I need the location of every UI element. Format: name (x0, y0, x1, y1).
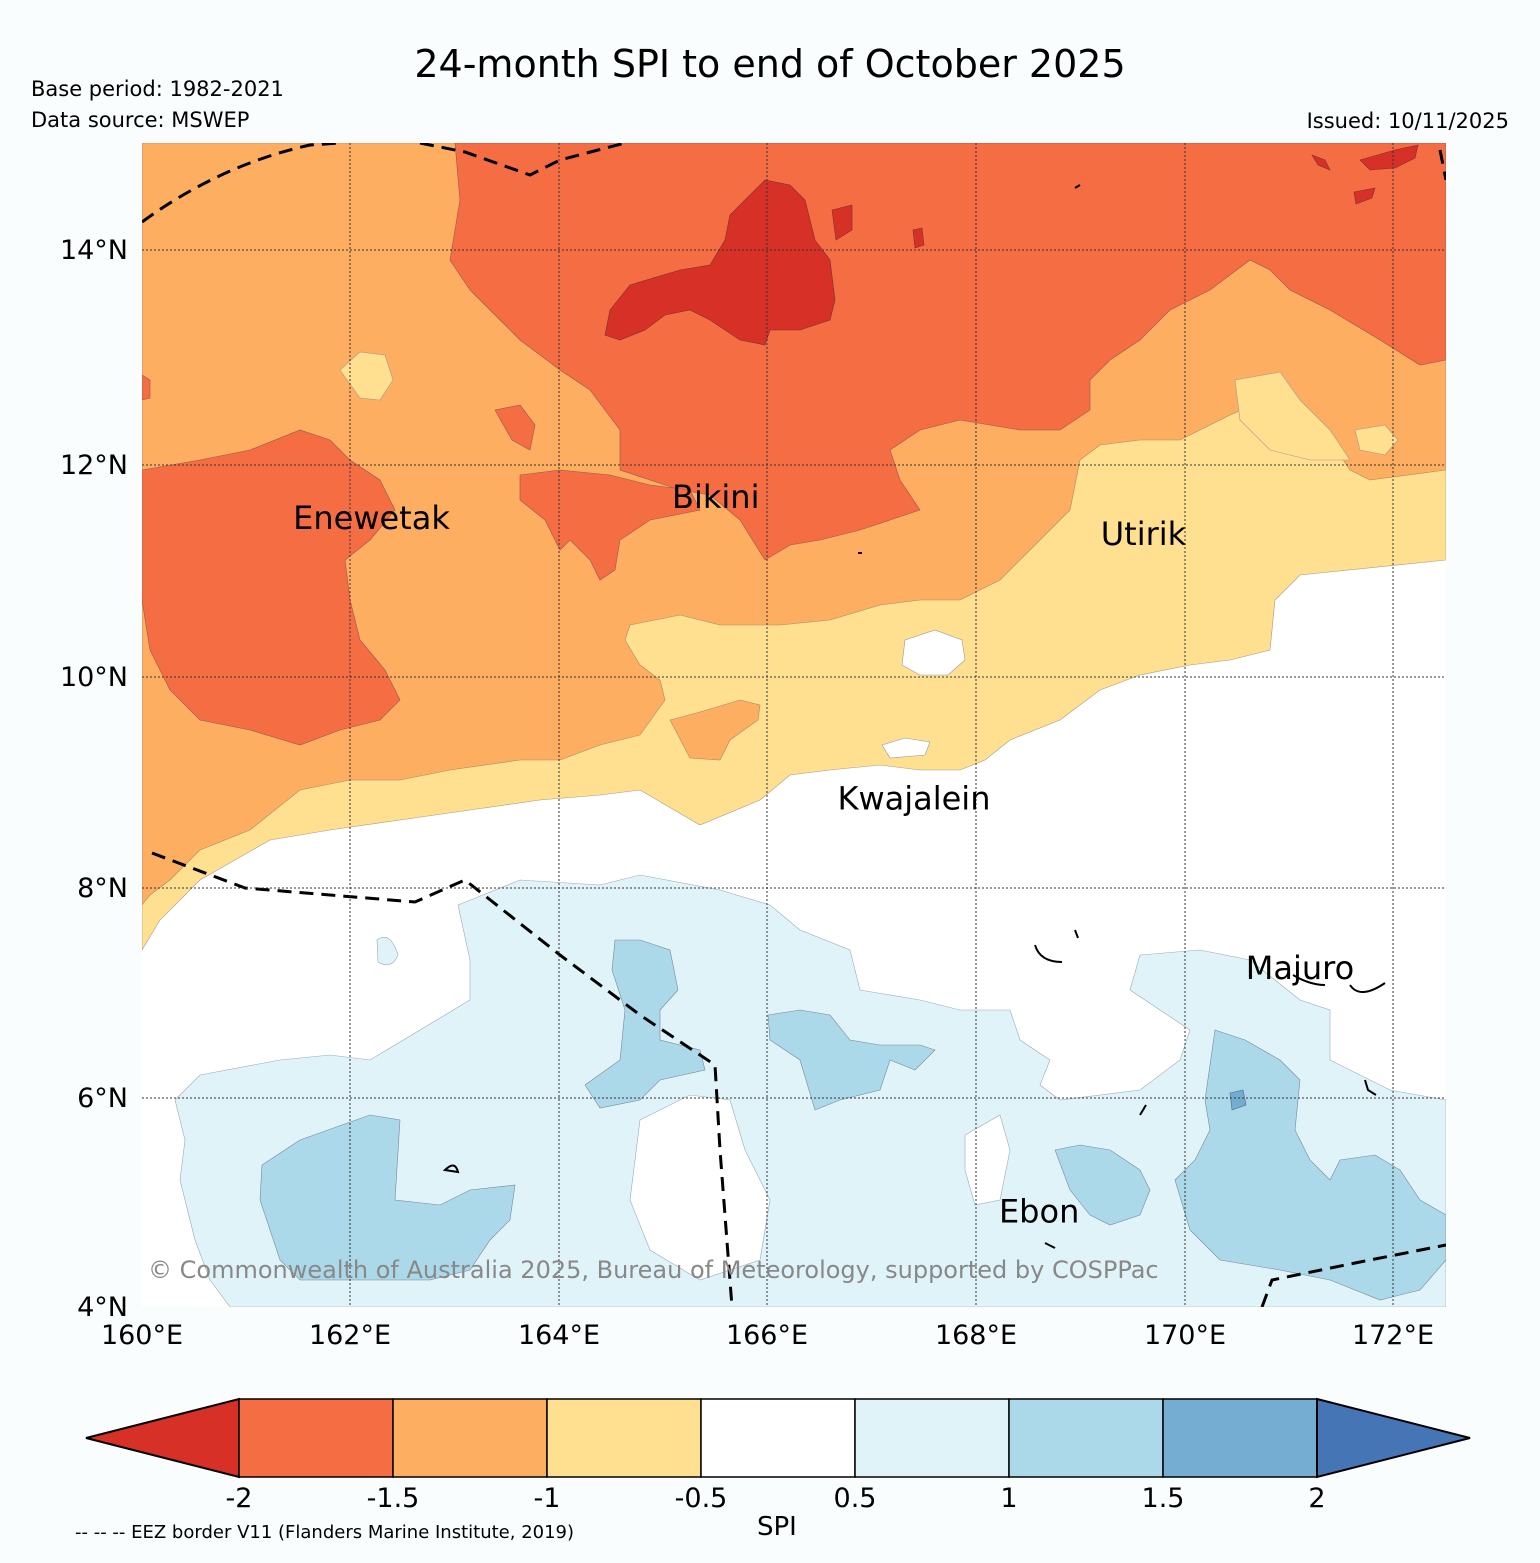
lon-label: 166°E (726, 1320, 808, 1351)
lon-label: 162°E (309, 1320, 391, 1351)
colorbar-extend-low (85, 1397, 240, 1479)
spi-dry-band-light-island (339, 351, 394, 401)
lon-label: 170°E (1144, 1320, 1226, 1351)
colorbar-segment (546, 1398, 702, 1478)
colorbar-tick-label: 2 (1308, 1483, 1325, 1514)
island-coastlines (442, 184, 1386, 1249)
spi-dry-band-strong (494, 404, 536, 451)
lat-label: 8°N (77, 873, 128, 904)
colorbar-segment (1162, 1398, 1318, 1478)
issued-date-text: Issued: 10/11/2025 (1306, 109, 1509, 133)
colorbar-segment (238, 1398, 394, 1478)
eez-border-enewetak-south (151, 851, 734, 1307)
lat-label: 10°N (60, 662, 128, 693)
eez-border-northeast-edge (1438, 149, 1446, 181)
spi-dry-extreme-core (604, 179, 836, 346)
spi-dry-extreme-core (1353, 187, 1376, 205)
spi-dry-extreme-core (831, 204, 853, 241)
place-label-majuro: Majuro (1246, 949, 1354, 987)
map-title: 24-month SPI to end of October 2025 (414, 42, 1126, 86)
spi-wet-band-light-west (376, 936, 399, 966)
lon-label: 160°E (101, 1320, 183, 1351)
place-labels: Enewetak Bikini Utirik Kwajalein Majuro Ebon (293, 478, 1354, 1230)
eez-border-southeast (1260, 1243, 1446, 1307)
spi-dry-extreme-core (912, 227, 925, 249)
copyright-text: © Commonwealth of Australia 2025, Bureau… (148, 1256, 1159, 1284)
spi-dry-band-light-island (1234, 371, 1351, 461)
colorbar-tick-label: 1.5 (1142, 1483, 1185, 1514)
lon-label: 168°E (935, 1320, 1017, 1351)
graticule (142, 143, 1446, 1307)
spi-dry-band-strong (142, 429, 401, 746)
base-period-text: Base period: 1982-2021 (31, 77, 284, 101)
longitude-labels: 160°E 162°E 164°E 166°E 168°E 170°E 172°… (101, 1320, 1434, 1351)
spi-wet-band-medium (259, 1114, 516, 1281)
lat-label: 12°N (60, 450, 128, 481)
colorbar: -2 -1.5 -1 -0.5 0.5 1 1.5 2 (85, 1397, 1471, 1514)
lon-label: 172°E (1352, 1320, 1434, 1351)
colorbar-tick-label: 1 (1000, 1483, 1017, 1514)
colorbar-segment (854, 1398, 1010, 1478)
spi-dry-band-medium-island (669, 699, 761, 761)
spi-wet-band-medium (584, 939, 706, 1109)
colorbar-tick-label: -1 (534, 1483, 561, 1514)
colorbar-segment (392, 1398, 548, 1478)
colorbar-segment (1008, 1398, 1164, 1478)
lon-label: 164°E (518, 1320, 600, 1351)
colorbar-segment (700, 1398, 856, 1478)
colorbar-tick-label: -1.5 (367, 1483, 420, 1514)
lat-label: 6°N (77, 1083, 128, 1114)
spi-wet-band-medium (767, 1009, 936, 1111)
data-source-text: Data source: MSWEP (31, 108, 250, 132)
place-label-utirik: Utirik (1101, 515, 1187, 553)
latitude-labels: 14°N 12°N 10°N 8°N 6°N 4°N (60, 235, 128, 1323)
spi-dry-band-strong (449, 143, 1446, 561)
spi-dry-extreme-core (1311, 154, 1331, 171)
spi-near-normal-island (901, 629, 966, 676)
eez-border-lines (142, 143, 1446, 1307)
spi-wet-spot (1229, 1089, 1247, 1111)
lat-label: 14°N (60, 235, 128, 266)
colorbar-tick-labels: -2 -1.5 -1 -0.5 0.5 1 1.5 2 (226, 1483, 1326, 1514)
spi-dry-extreme-core (1359, 144, 1419, 171)
spi-dry-band-light-island (1354, 424, 1399, 456)
place-label-ebon: Ebon (999, 1192, 1079, 1230)
colorbar-tick-label: -0.5 (675, 1483, 728, 1514)
colorbar-extend-high (1316, 1397, 1471, 1479)
spi-dry-band-strong (142, 374, 151, 401)
colorbar-segments (238, 1398, 1318, 1478)
place-label-kwajalein: Kwajalein (837, 780, 990, 818)
spi-near-normal-gap (964, 1114, 1011, 1206)
spi-contour-layer (142, 143, 1446, 1307)
colorbar-tick-label: -2 (226, 1483, 253, 1514)
spi-wet-band-medium (1054, 1144, 1151, 1226)
eez-border-north (419, 143, 626, 177)
colorbar-tick-label: 0.5 (834, 1483, 877, 1514)
colorbar-label: SPI (757, 1512, 797, 1542)
place-label-bikini: Bikini (672, 478, 759, 516)
eez-border-north-arc (142, 143, 341, 224)
spi-dry-band-strong (519, 469, 701, 581)
spi-near-normal-island (881, 737, 931, 759)
place-label-enewetak: Enewetak (293, 499, 450, 537)
lat-label: 4°N (77, 1292, 128, 1323)
eez-border-note: -- -- -- EEZ border V11 (Flanders Marine… (75, 1522, 575, 1543)
